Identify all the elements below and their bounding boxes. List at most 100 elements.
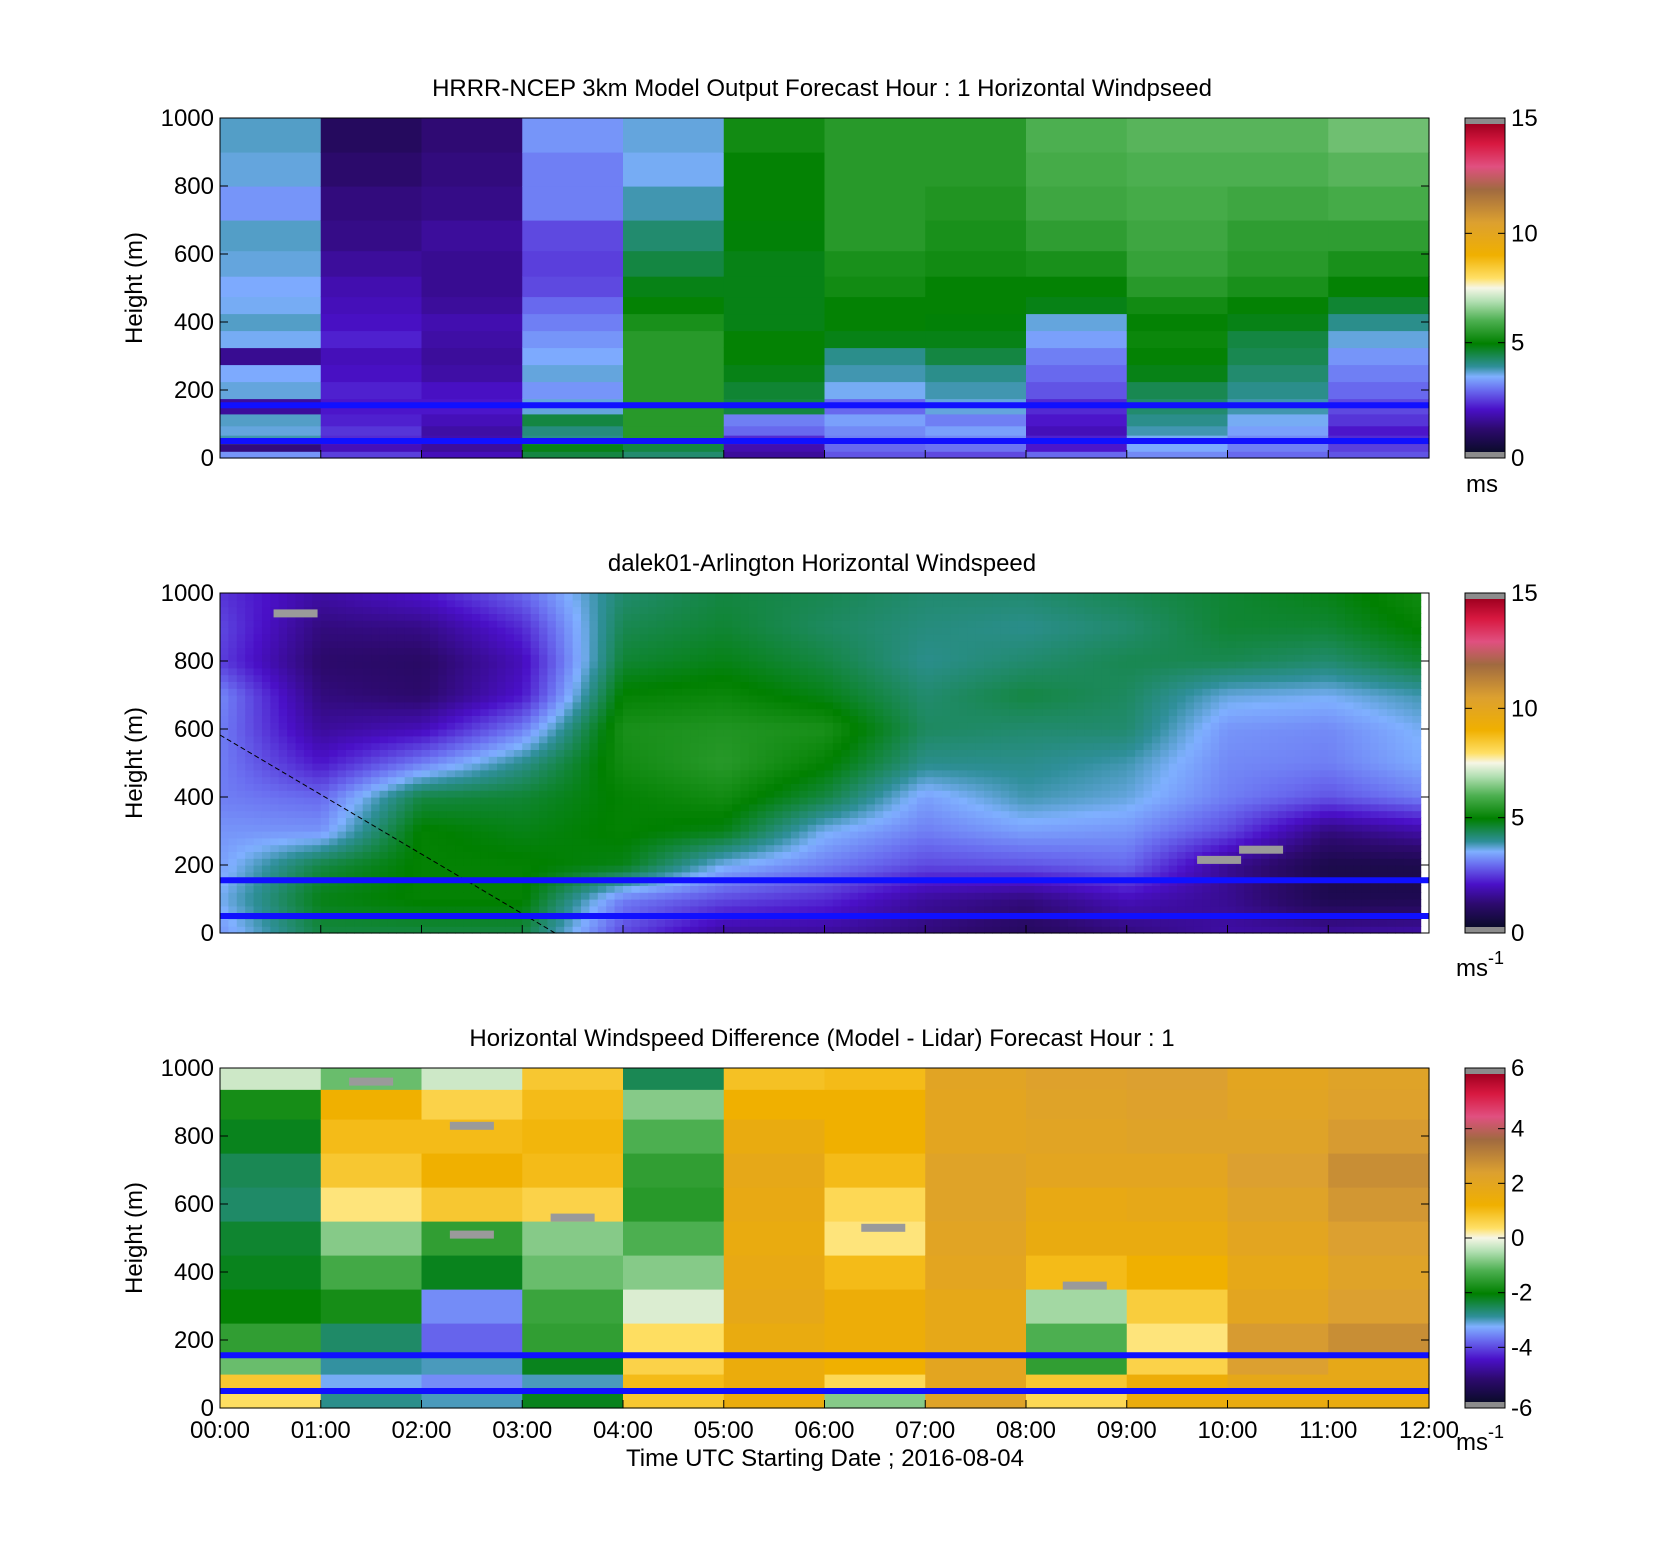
panel-lidar-cell (866, 797, 876, 805)
panel-lidar-cell (891, 919, 901, 927)
panel-lidar-cell (530, 647, 540, 655)
panel-lidar-cell (774, 756, 784, 764)
panel-lidar-cell (606, 885, 616, 893)
panel-lidar-cell (287, 654, 297, 662)
panel-lidar-cell (497, 606, 507, 614)
panel-lidar-cell (891, 627, 901, 635)
panel-lidar-cell (639, 654, 649, 662)
panel-lidar-cell (623, 871, 632, 880)
panel-lidar-cell (488, 797, 498, 805)
panel-lidar-cell (564, 797, 574, 805)
panel-lidar-cell (295, 769, 305, 778)
panel-lidar-cell (253, 905, 263, 914)
panel-lidar-cell (774, 599, 784, 608)
panel-lidar-cell (329, 667, 339, 676)
panel-lidar-cell (656, 763, 666, 771)
panel-lidar-cell (228, 674, 238, 682)
panel-lidar-cell (908, 681, 918, 689)
panel-lidar-cell (723, 708, 733, 716)
panel-lidar-cell (295, 756, 305, 764)
panel-lidar-cell (942, 769, 952, 778)
panel-lidar-cell (984, 905, 994, 914)
panel-lidar-cell (984, 844, 994, 852)
panel-lidar-cell (463, 674, 473, 682)
panel-lidar-cell (1009, 892, 1019, 900)
panel-lidar-cell (387, 715, 397, 723)
panel-lidar-cell (807, 844, 817, 852)
panel-lidar-cell (270, 756, 280, 764)
panel-lidar-cell (740, 797, 750, 805)
panel-lidar-cell (648, 640, 658, 648)
panel-lidar-cell (799, 885, 809, 893)
panel-lidar-cell (564, 858, 574, 866)
panel-lidar-cell (455, 803, 465, 812)
panel-lidar-cell (396, 803, 406, 812)
panel-lidar-cell (287, 640, 297, 648)
panel-lidar-cell (782, 654, 792, 662)
panel-lidar-cell (992, 858, 1002, 866)
panel-lidar-cell (765, 708, 775, 716)
panel-lidar-cell (539, 667, 549, 676)
panel-lidar-cell (455, 790, 465, 798)
panel-lidar-cell (404, 715, 414, 723)
panel-lidar-cell (530, 654, 540, 662)
panel-lidar-cell (900, 824, 910, 832)
panel-lidar-cell (933, 742, 943, 750)
panel-lidar-cell (832, 769, 842, 778)
panel-lidar-cell (765, 701, 775, 710)
panel-lidar-cell (799, 640, 809, 648)
panel-model-cell (824, 118, 926, 153)
panel-lidar-cell (681, 831, 691, 839)
panel-model-cell (623, 425, 725, 436)
panel-lidar-cell (387, 593, 397, 601)
panel-lidar-cell (900, 606, 910, 614)
panel-lidar-cell (329, 756, 339, 764)
panel-lidar-cell (597, 593, 607, 601)
panel-lidar-cell (757, 851, 767, 859)
panel-lidar-cell (858, 919, 868, 927)
panel-lidar-cell (530, 776, 540, 784)
panel-lidar-cell (690, 817, 700, 825)
panel-lidar-cell (866, 640, 876, 648)
panel-lidar-cell (261, 606, 271, 614)
panel-lidar-cell (505, 606, 515, 614)
panel-lidar-cell (866, 749, 876, 757)
panel-lidar-cell (261, 599, 271, 608)
panel-lidar-cell (925, 885, 935, 893)
panel-lidar-cell (505, 803, 515, 812)
panel-lidar-cell (245, 919, 255, 927)
panel-lidar-cell (916, 640, 926, 648)
panel-lidar-cell (404, 905, 414, 914)
panel-lidar-cell (312, 892, 322, 900)
panel-lidar-cell (958, 776, 968, 784)
panel-lidar-cell (673, 905, 683, 914)
panel-lidar-cell (967, 620, 977, 628)
panel-lidar-cell (942, 844, 952, 852)
panel-lidar-cell (874, 593, 884, 601)
panel-lidar-cell (698, 865, 708, 873)
panel-lidar-cell (463, 647, 473, 655)
panel-lidar-cell (497, 661, 507, 669)
panel-lidar-cell (656, 708, 666, 716)
panel-lidar-cell (656, 837, 666, 846)
panel-lidar-cell (379, 919, 389, 927)
panel-model-cell (623, 276, 725, 298)
panel-lidar-cell (236, 729, 246, 737)
panel-lidar-cell (337, 899, 347, 907)
panel-model-cell (421, 347, 523, 366)
panel-lidar-cell (891, 810, 901, 818)
panel-lidar-cell (698, 763, 708, 771)
panel-lidar-cell (606, 654, 616, 662)
panel-lidar-cell (362, 899, 372, 907)
panel-lidar-cell (639, 688, 649, 696)
panel-lidar-cell (648, 742, 658, 750)
panel-lidar-cell (572, 701, 582, 710)
panel-lidar-cell (816, 742, 826, 750)
panel-lidar-cell (656, 926, 666, 934)
panel-lidar-cell (639, 742, 649, 750)
panel-lidar-cell (1000, 756, 1010, 764)
panel-lidar-cell (950, 627, 960, 635)
panel-lidar-cell (774, 851, 784, 859)
panel-lidar-cell (790, 844, 800, 852)
panel-lidar-cell (581, 633, 591, 642)
